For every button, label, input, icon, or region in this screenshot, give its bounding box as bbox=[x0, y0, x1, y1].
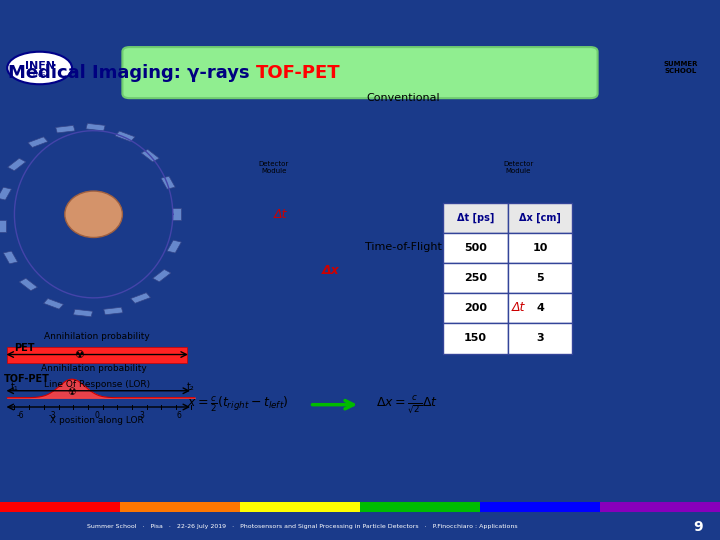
Bar bbox=[4, 251, 17, 264]
Text: Δt: Δt bbox=[274, 208, 287, 221]
Text: X position along LOR: X position along LOR bbox=[50, 416, 144, 426]
Text: $x = \frac{c}{2}(t_{right} - t_{left})$: $x = \frac{c}{2}(t_{right} - t_{left})$ bbox=[186, 395, 289, 414]
Bar bbox=[120, 502, 240, 512]
Text: ☢: ☢ bbox=[74, 349, 84, 360]
Bar bbox=[508, 233, 572, 263]
Bar bbox=[167, 240, 181, 253]
Text: Annihilation probability: Annihilation probability bbox=[45, 332, 150, 341]
Ellipse shape bbox=[65, 191, 122, 238]
Text: Detector
Module: Detector Module bbox=[503, 161, 534, 174]
Text: Δt: Δt bbox=[512, 301, 525, 314]
Text: 250: 250 bbox=[464, 273, 487, 283]
Text: Detector
Module: Detector Module bbox=[258, 161, 289, 174]
Text: Annihilation probability: Annihilation probability bbox=[41, 364, 146, 373]
Text: t₁: t₁ bbox=[11, 382, 19, 392]
Bar bbox=[360, 502, 480, 512]
Text: LNS: LNS bbox=[33, 72, 46, 78]
Text: 150: 150 bbox=[464, 334, 487, 343]
Bar bbox=[153, 269, 171, 282]
Text: Δx [cm]: Δx [cm] bbox=[519, 213, 561, 223]
Bar bbox=[7, 347, 187, 363]
Bar bbox=[130, 293, 150, 303]
Text: 500: 500 bbox=[464, 243, 487, 253]
Bar bbox=[0, 502, 120, 512]
Bar bbox=[480, 502, 600, 512]
Text: 6: 6 bbox=[176, 411, 181, 420]
Bar bbox=[28, 137, 48, 147]
FancyArrowPatch shape bbox=[312, 401, 354, 409]
Text: -6: -6 bbox=[17, 411, 24, 420]
Text: $\Delta x = \frac{c}{\sqrt{2}} \Delta t$: $\Delta x = \frac{c}{\sqrt{2}} \Delta t$ bbox=[376, 394, 438, 415]
Bar bbox=[73, 309, 93, 317]
Bar bbox=[8, 158, 26, 171]
Bar bbox=[240, 502, 360, 512]
Bar bbox=[600, 502, 720, 512]
Text: 0: 0 bbox=[95, 411, 99, 420]
Text: Conventional: Conventional bbox=[366, 93, 440, 103]
Bar bbox=[43, 299, 63, 309]
Bar bbox=[508, 263, 572, 293]
Text: Line Of Response (LOR): Line Of Response (LOR) bbox=[44, 380, 150, 389]
Bar bbox=[19, 278, 37, 291]
Text: 9: 9 bbox=[693, 520, 703, 534]
Bar bbox=[443, 293, 508, 323]
Bar bbox=[55, 125, 75, 133]
Text: PET: PET bbox=[14, 342, 35, 353]
Bar bbox=[104, 307, 123, 315]
Text: SUMMER
SCHOOL: SUMMER SCHOOL bbox=[663, 62, 698, 75]
Text: 10: 10 bbox=[532, 243, 548, 253]
Text: 5: 5 bbox=[536, 273, 544, 283]
Text: 200: 200 bbox=[464, 303, 487, 313]
FancyBboxPatch shape bbox=[122, 47, 598, 98]
Bar bbox=[161, 176, 175, 189]
Text: Time-of-Flight: Time-of-Flight bbox=[365, 242, 441, 252]
Bar bbox=[115, 131, 135, 141]
Bar bbox=[508, 293, 572, 323]
Text: 3: 3 bbox=[536, 334, 544, 343]
Bar bbox=[443, 263, 508, 293]
Bar bbox=[0, 187, 12, 200]
Bar bbox=[508, 202, 572, 233]
Bar bbox=[443, 202, 508, 233]
Text: 3: 3 bbox=[140, 411, 144, 420]
Text: TOF-PET: TOF-PET bbox=[4, 374, 50, 384]
Text: Δt [ps]: Δt [ps] bbox=[456, 213, 494, 223]
Bar bbox=[172, 208, 181, 220]
Text: Summer School   ·   Pisa   ·   22-26 July 2019   ·   Photosensors and Signal Pro: Summer School · Pisa · 22-26 July 2019 ·… bbox=[87, 524, 518, 529]
Text: t₂: t₂ bbox=[187, 382, 195, 392]
Bar bbox=[443, 323, 508, 354]
Text: TOF-PET: TOF-PET bbox=[256, 64, 341, 82]
Bar bbox=[0, 220, 6, 232]
Bar bbox=[508, 323, 572, 354]
Bar bbox=[141, 150, 159, 162]
Ellipse shape bbox=[7, 52, 72, 84]
Text: Δx: Δx bbox=[323, 264, 340, 276]
Text: Medical Imaging: γ-rays: Medical Imaging: γ-rays bbox=[8, 64, 256, 82]
Text: 4: 4 bbox=[536, 303, 544, 313]
Text: ☢: ☢ bbox=[68, 387, 76, 397]
Bar bbox=[86, 124, 105, 131]
Text: -3: -3 bbox=[49, 411, 56, 420]
Bar bbox=[443, 233, 508, 263]
Text: INFN: INFN bbox=[24, 60, 55, 71]
